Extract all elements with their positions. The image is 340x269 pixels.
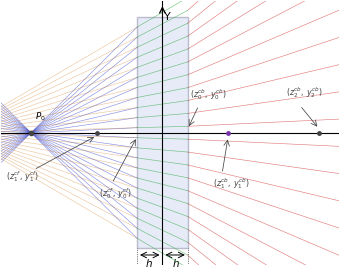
Text: Y: Y	[165, 12, 171, 22]
Text: $(z_1^{cf},\,y_1^{cf})$: $(z_1^{cf},\,y_1^{cf})$	[6, 169, 39, 184]
Text: $(z_1^{cb},\,y_1^{cb})$: $(z_1^{cb},\,y_1^{cb})$	[213, 176, 249, 191]
Text: $(z_0^{cf},\,y_0^{cf})$: $(z_0^{cf},\,y_0^{cf})$	[99, 186, 133, 201]
Text: $(z_0^{cb},\,y_0^{cb})$: $(z_0^{cb},\,y_0^{cb})$	[190, 87, 227, 102]
Bar	[137, 17, 188, 248]
Text: $h$: $h$	[145, 257, 153, 269]
Text: $h$: $h$	[172, 257, 180, 269]
Text: $(z_2^{cb},\,y_2^{cb})$: $(z_2^{cb},\,y_2^{cb})$	[286, 85, 323, 100]
Text: $P_0$: $P_0$	[35, 110, 45, 123]
